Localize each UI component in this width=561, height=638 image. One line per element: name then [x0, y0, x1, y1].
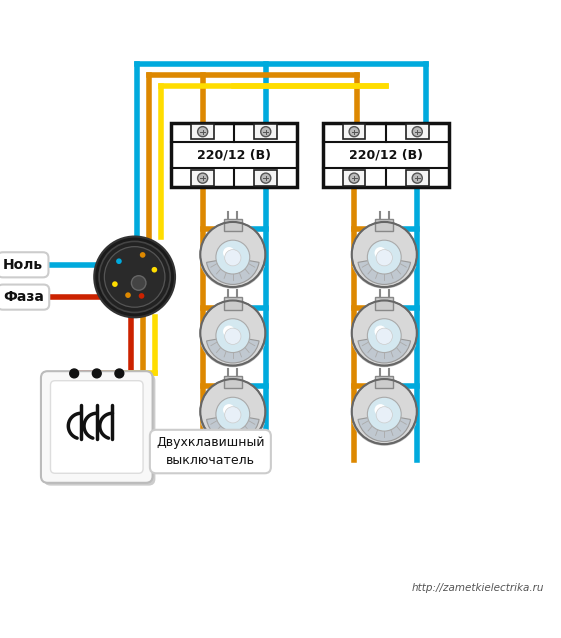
Circle shape [223, 404, 234, 416]
Text: Фаза: Фаза [3, 290, 44, 304]
FancyBboxPatch shape [224, 297, 242, 309]
Circle shape [216, 319, 250, 353]
Circle shape [104, 247, 165, 308]
Circle shape [197, 173, 208, 183]
Text: 220/12 (В): 220/12 (В) [197, 149, 271, 161]
Circle shape [412, 126, 422, 137]
Circle shape [151, 267, 157, 272]
Circle shape [224, 406, 241, 423]
Circle shape [131, 276, 146, 290]
FancyBboxPatch shape [50, 381, 143, 473]
Circle shape [261, 173, 271, 183]
Circle shape [376, 328, 393, 345]
Circle shape [224, 249, 241, 266]
Circle shape [197, 126, 208, 137]
Circle shape [375, 404, 386, 416]
Circle shape [352, 222, 417, 287]
FancyBboxPatch shape [343, 170, 366, 186]
Circle shape [216, 397, 250, 431]
Circle shape [216, 240, 250, 274]
FancyBboxPatch shape [375, 376, 393, 388]
Wedge shape [352, 333, 416, 367]
Circle shape [223, 325, 234, 338]
Circle shape [115, 369, 124, 378]
Circle shape [200, 379, 265, 444]
Circle shape [375, 325, 386, 338]
FancyBboxPatch shape [41, 371, 153, 483]
Circle shape [200, 222, 265, 287]
Circle shape [349, 173, 359, 183]
Wedge shape [358, 258, 411, 285]
FancyBboxPatch shape [224, 219, 242, 231]
Circle shape [376, 406, 393, 423]
Wedge shape [358, 415, 411, 441]
FancyBboxPatch shape [254, 124, 277, 140]
Circle shape [116, 258, 122, 264]
Text: http://zametkielectrika.ru: http://zametkielectrika.ru [412, 582, 544, 593]
Circle shape [352, 300, 417, 366]
Circle shape [112, 281, 118, 287]
FancyBboxPatch shape [191, 170, 214, 186]
FancyBboxPatch shape [254, 170, 277, 186]
FancyBboxPatch shape [406, 170, 429, 186]
FancyBboxPatch shape [44, 374, 155, 486]
FancyBboxPatch shape [224, 376, 242, 388]
Circle shape [223, 247, 234, 259]
Circle shape [93, 369, 101, 378]
Wedge shape [206, 258, 259, 285]
FancyBboxPatch shape [343, 124, 366, 140]
Circle shape [70, 369, 79, 378]
Wedge shape [201, 255, 265, 288]
Circle shape [367, 240, 401, 274]
Circle shape [261, 126, 271, 137]
FancyBboxPatch shape [375, 297, 393, 309]
Circle shape [94, 237, 175, 317]
FancyBboxPatch shape [191, 124, 214, 140]
Circle shape [140, 252, 145, 258]
Circle shape [125, 292, 131, 298]
Wedge shape [352, 255, 416, 288]
FancyBboxPatch shape [171, 122, 297, 187]
Wedge shape [352, 412, 416, 446]
Circle shape [352, 379, 417, 444]
Circle shape [367, 319, 401, 353]
Wedge shape [206, 336, 259, 363]
Text: Двухклавишный
выключатель: Двухклавишный выключатель [156, 436, 265, 467]
FancyBboxPatch shape [323, 122, 449, 187]
Wedge shape [201, 412, 265, 446]
Circle shape [224, 328, 241, 345]
Circle shape [139, 293, 144, 299]
Circle shape [200, 300, 265, 366]
FancyBboxPatch shape [375, 219, 393, 231]
Circle shape [349, 126, 359, 137]
Wedge shape [201, 333, 265, 367]
Text: 220/12 (В): 220/12 (В) [349, 149, 422, 161]
Circle shape [367, 397, 401, 431]
Circle shape [412, 173, 422, 183]
Circle shape [375, 247, 386, 259]
Circle shape [99, 241, 170, 313]
Wedge shape [358, 336, 411, 363]
FancyBboxPatch shape [406, 124, 429, 140]
Circle shape [376, 249, 393, 266]
Text: Ноль: Ноль [3, 258, 43, 272]
Wedge shape [206, 415, 259, 441]
